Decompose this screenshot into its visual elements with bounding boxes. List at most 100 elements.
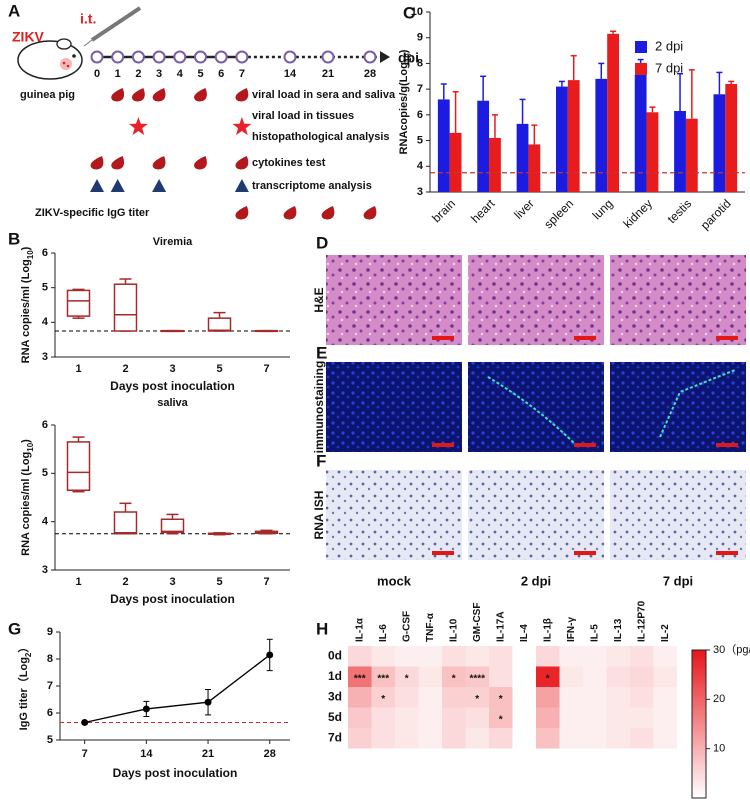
scale-bar [432, 443, 454, 447]
colorbar-label: 30（pg/ml） [713, 643, 750, 656]
y-axis-label-part: RNA copies/ml (Log [20, 452, 32, 556]
heatmap-cell [395, 646, 419, 667]
y-tick-label: 9 [47, 626, 53, 638]
micrograph [610, 470, 746, 560]
star [232, 117, 252, 136]
scale-bar [574, 336, 596, 340]
y-tick-label: 3 [42, 564, 48, 576]
column-label: IL-5 [589, 624, 600, 642]
heatmap-cell [606, 666, 630, 687]
x-tick-label: lung [590, 196, 616, 222]
heatmap-cell [395, 666, 419, 687]
scale-bar [432, 551, 454, 555]
schedule-label: ZIKV-specific IgG titer [35, 207, 150, 219]
virus-label: ZIKV [12, 29, 45, 45]
bar [489, 138, 501, 192]
panel-label: G [8, 619, 21, 638]
x-tick-label: spleen [541, 196, 576, 231]
heatmap-cell [559, 728, 583, 749]
column-label: IFN-γ [566, 617, 577, 642]
chart-title: Viremia [153, 236, 193, 248]
x-tick-label: 21 [202, 748, 214, 760]
chart-title: saliva [157, 397, 188, 409]
heatmap-cell [442, 646, 466, 667]
stain-signal [487, 376, 579, 448]
star [128, 117, 148, 136]
blood-drop [111, 88, 125, 102]
bar [725, 84, 738, 192]
triangle [152, 179, 167, 192]
timeline-day: 28 [364, 68, 376, 80]
y-axis-label-part: RNA copies/ml (Log [20, 259, 32, 363]
blood-drop [283, 206, 297, 220]
panel-label: F [316, 451, 326, 470]
x-tick-label: 7 [263, 576, 269, 588]
schedule-label: viral load in sera and saliva [252, 89, 396, 101]
heatmap-cell [583, 666, 607, 687]
heatmap-cell [606, 646, 630, 667]
blood-drop [194, 88, 207, 102]
x-tick-label: 14 [140, 748, 153, 760]
timeline-unit: dpi [398, 50, 419, 66]
heatmap-cell [348, 646, 372, 667]
heatmap-cell [371, 707, 395, 728]
x-tick-label: heart [468, 196, 498, 226]
x-tick-label: 5 [216, 576, 222, 588]
significance: * [475, 694, 479, 705]
timeline-arrow [380, 51, 390, 63]
heatmap-cell [559, 666, 583, 687]
micrograph [468, 362, 604, 452]
y-tick-label: 8 [47, 653, 53, 665]
heatmap-cell [465, 707, 489, 728]
blood-drop [194, 156, 207, 170]
x-axis-label: Days post inoculation [110, 592, 235, 606]
timeline-point [111, 50, 125, 64]
x-tick-label: liver [511, 196, 536, 221]
heatmap-cell [536, 646, 560, 667]
blood-drop [152, 88, 166, 102]
blood-drop [111, 156, 125, 170]
micrograph [610, 255, 746, 345]
heatmap-cell [371, 666, 395, 687]
heatmap-cell [559, 687, 583, 708]
y-axis-label: RNAcopies/g(Log10) [398, 49, 413, 154]
x-tick-label: brain [429, 196, 458, 225]
timeline-point [90, 50, 104, 64]
micrograph [326, 362, 462, 452]
timeline-day: 4 [177, 68, 184, 80]
legend-label: 7 dpi [655, 60, 683, 75]
panel-label: C [403, 3, 415, 22]
significance: * [405, 673, 409, 684]
timeline-day: 0 [94, 68, 100, 80]
colorbar [691, 649, 707, 799]
significance: * [499, 694, 503, 705]
panel-label: D [316, 233, 328, 252]
timeline-point [194, 50, 207, 64]
blood-drop [321, 206, 335, 220]
y-axis-label-part: ) [20, 246, 32, 250]
bar [567, 80, 580, 192]
heatmap-cell [418, 728, 442, 749]
timeline-point [131, 50, 145, 64]
scale-bar [716, 443, 738, 447]
heatmap-cell [418, 687, 442, 708]
y-tick-label: 10 [411, 6, 423, 18]
significance: * [452, 673, 456, 684]
heatmap-cell [348, 728, 372, 749]
x-tick-label: 28 [264, 748, 276, 760]
heatmap-cell [348, 687, 372, 708]
y-axis-label-part: 10 [404, 53, 413, 62]
y-tick-label: 6 [42, 419, 48, 431]
y-axis-label-part: 10 [26, 442, 35, 451]
heatmap-cell [536, 687, 560, 708]
timeline-day: 5 [197, 68, 203, 80]
heatmap-cell [465, 687, 489, 708]
heatmap-cell [536, 728, 560, 749]
y-axis-label: RNA copies/ml (Log10) [20, 439, 35, 556]
heatmap-cell [653, 707, 677, 728]
heatmap-cell [489, 728, 513, 749]
x-tick-label: 1 [75, 363, 81, 375]
heatmap-cell [630, 687, 654, 708]
bar [713, 94, 726, 192]
row-label: 5d [328, 710, 342, 724]
